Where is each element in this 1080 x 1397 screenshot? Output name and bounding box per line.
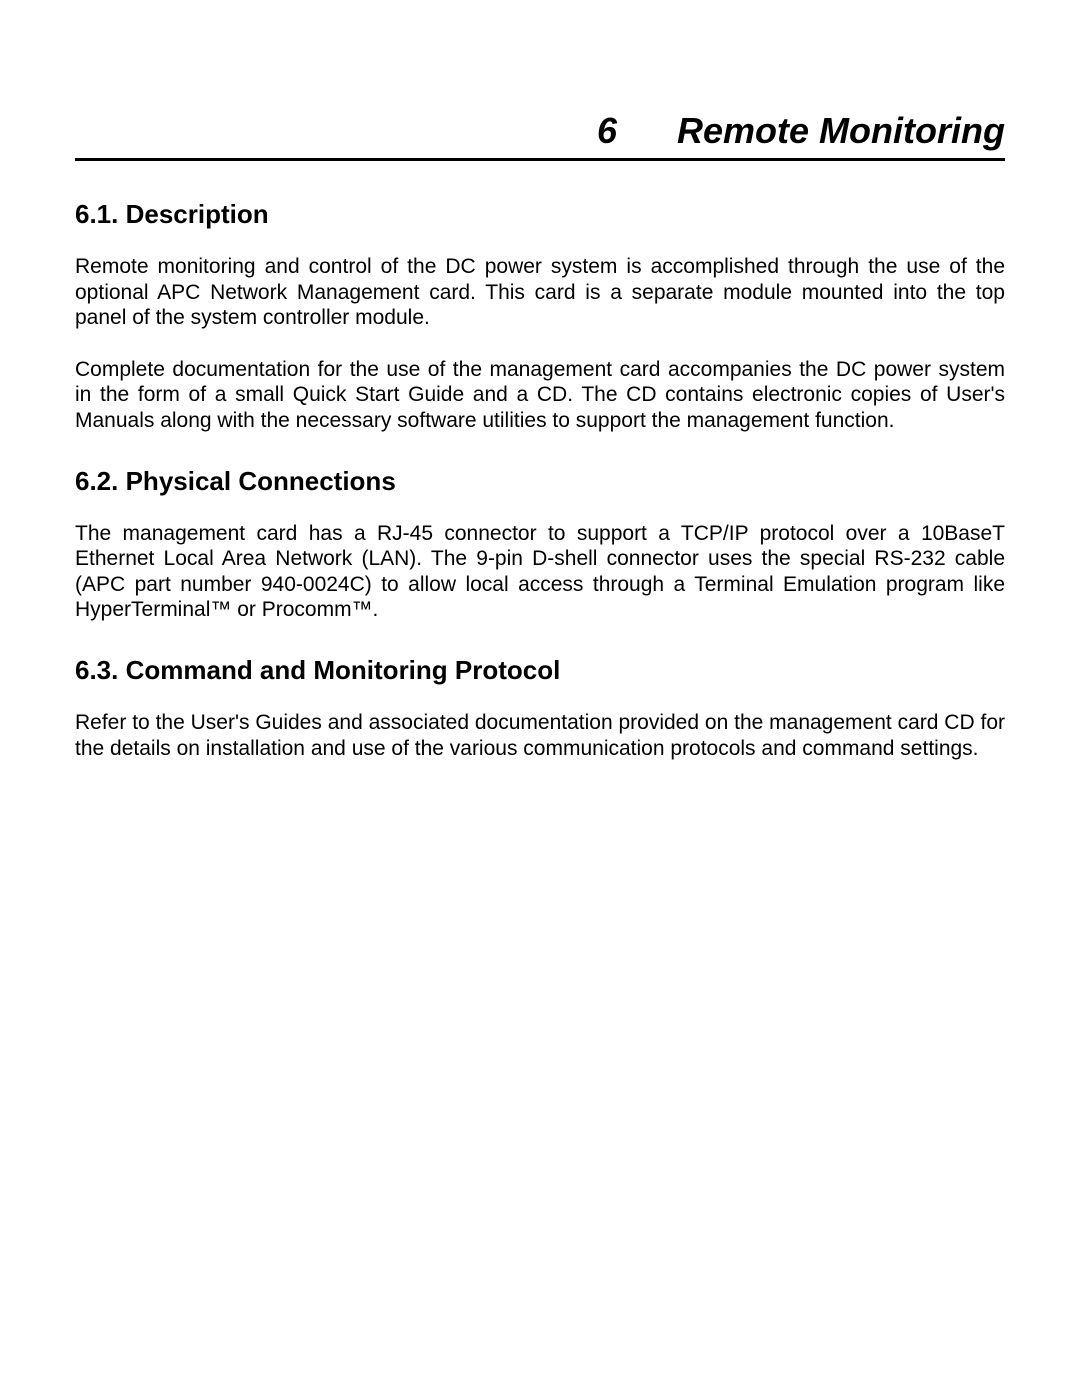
body-paragraph: Refer to the User's Guides and associate… — [75, 710, 1005, 761]
section-heading: 6.2. Physical Connections — [75, 466, 1005, 497]
body-paragraph: Remote monitoring and control of the DC … — [75, 254, 1005, 331]
section-heading: 6.3. Command and Monitoring Protocol — [75, 655, 1005, 686]
body-paragraph: Complete documentation for the use of th… — [75, 357, 1005, 434]
chapter-title: Remote Monitoring — [677, 110, 1005, 151]
section-6-3: 6.3. Command and Monitoring Protocol Ref… — [75, 655, 1005, 761]
chapter-number: 6 — [597, 110, 617, 151]
section-6-1: 6.1. Description Remote monitoring and c… — [75, 199, 1005, 434]
section-heading: 6.1. Description — [75, 199, 1005, 230]
body-paragraph: The management card has a RJ-45 connecto… — [75, 521, 1005, 623]
chapter-header: 6 Remote Monitoring — [75, 110, 1005, 161]
section-6-2: 6.2. Physical Connections The management… — [75, 466, 1005, 623]
